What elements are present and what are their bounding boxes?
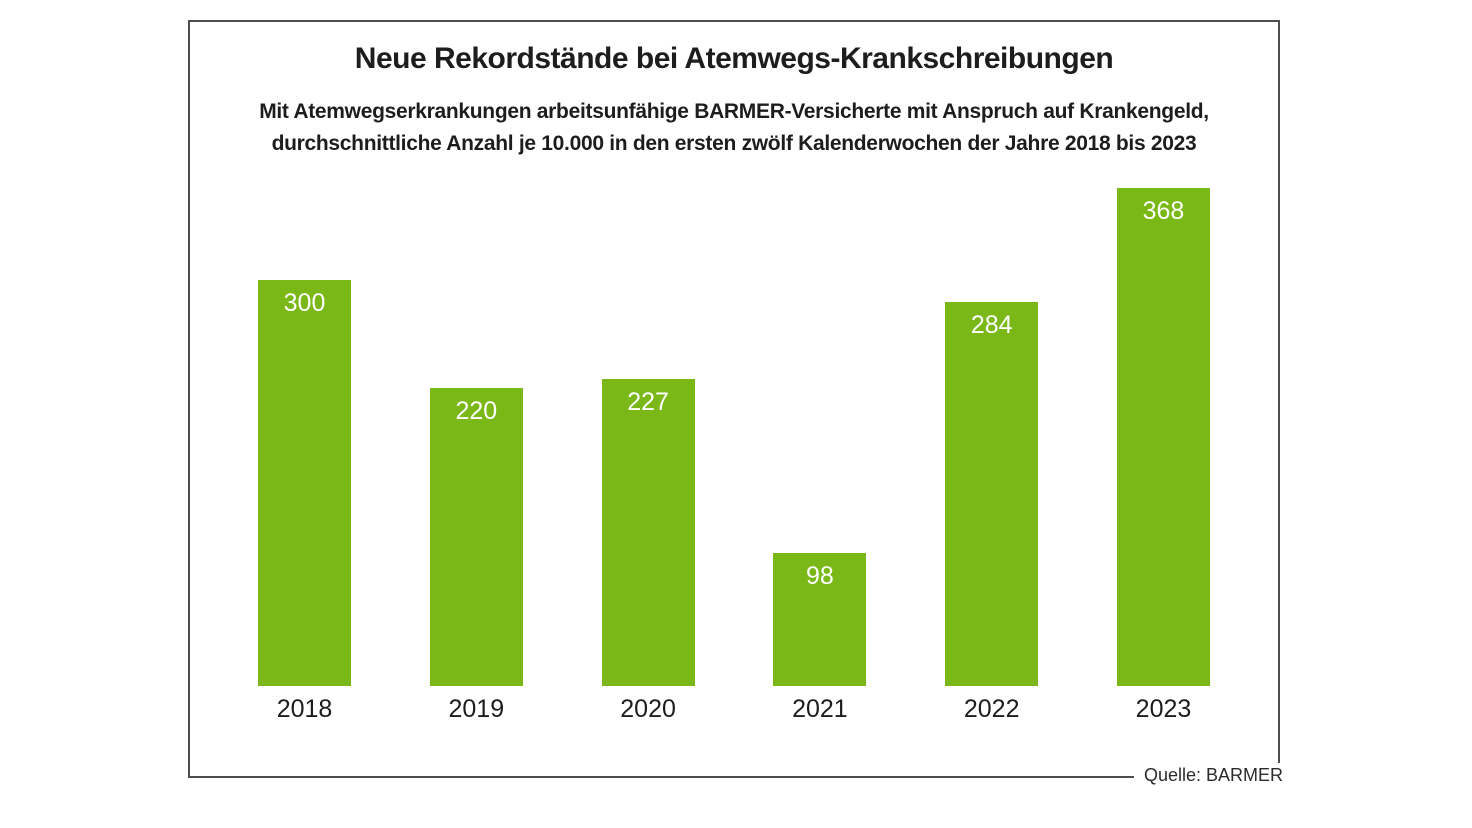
bar-value-label: 300 (283, 289, 326, 318)
bar-chart: 300 2018 220 2019 227 2020 98 2021 284 2022 368 202… (258, 188, 1210, 723)
x-axis-label-2021: 2021 (792, 695, 848, 723)
bar-2022: 284 (945, 301, 1039, 686)
chart-subtitle-line-2: durchschnittliche Anzahl je 10.000 in de… (271, 132, 1197, 155)
bar-value-label: 368 (1142, 197, 1185, 225)
chart-title: Neue Rekordstände bei Atemwegs-Krankschr… (354, 42, 1114, 75)
bar-value-label: 284 (970, 310, 1013, 339)
bar-2020: 227 (601, 378, 695, 686)
bar-group-2021: 98 2021 (773, 188, 867, 723)
chart-subtitle-line-1: Mit Atemwegserkrankungen arbeitsunfähige… (259, 100, 1209, 123)
x-axis-label-2020: 2020 (620, 695, 676, 723)
bar-value-label: 98 (805, 562, 834, 591)
bar-group-2020: 227 2020 (601, 188, 695, 723)
bar-2018: 300 (258, 280, 351, 686)
chart-panel: Neue Rekordstände bei Atemwegs-Krankschr… (188, 20, 1283, 788)
bar-group-2018: 300 2018 (258, 188, 351, 723)
bar-2023: 368 (1116, 188, 1210, 686)
x-axis-label-2019: 2019 (448, 695, 505, 723)
x-axis-label-2022: 2022 (963, 695, 1020, 723)
bar-group-2022: 284 2022 (945, 188, 1039, 723)
bar-2019: 220 (429, 388, 523, 686)
bar-group-2019: 220 2019 (429, 188, 523, 723)
source-label: Quelle: BARMER (1133, 763, 1283, 788)
chart-subtitle: Mit Atemwegserkrankungen arbeitsunfähige… (190, 96, 1278, 160)
bar-group-2023: 368 2023 (1116, 188, 1210, 723)
bar-value-label: 220 (455, 397, 498, 426)
x-axis-label-2018: 2018 (276, 695, 333, 723)
bar-2021: 98 (773, 553, 867, 686)
x-axis-label-2023: 2023 (1135, 695, 1192, 723)
bar-value-label: 227 (627, 387, 669, 416)
